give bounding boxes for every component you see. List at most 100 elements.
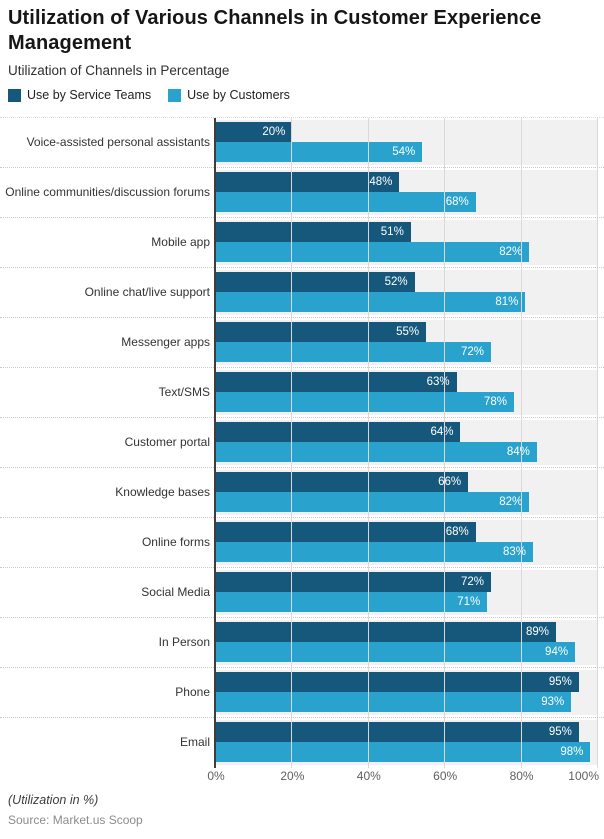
bar-group: Text/SMS 63% 78%: [0, 368, 604, 418]
bar-group: Mobile app 51% 82%: [0, 218, 604, 268]
bar-value-label: 55%: [396, 326, 420, 338]
bar-service-teams[interactable]: 55%: [216, 322, 427, 342]
bar-service-teams[interactable]: 52%: [216, 272, 415, 292]
plot-band: 95% 93%: [216, 670, 598, 715]
bar-value-label: 82%: [499, 496, 523, 508]
bar-value-label: 89%: [525, 626, 549, 638]
category-label: Knowledge bases: [115, 485, 210, 499]
bar-value-label: 51%: [380, 226, 404, 238]
bar-service-teams[interactable]: 64%: [216, 422, 461, 442]
bar-value-label: 48%: [369, 176, 393, 188]
bar-customers[interactable]: 98%: [216, 742, 591, 762]
bar-customers[interactable]: 82%: [216, 492, 530, 512]
bar-value-label: 71%: [457, 596, 481, 608]
bar-service-teams[interactable]: 95%: [216, 672, 579, 692]
chart-area: Voice-assisted personal assistants 20% 54%…: [0, 117, 604, 768]
bar-value-label: 98%: [560, 746, 584, 758]
bar-value-label: 68%: [445, 196, 469, 208]
bar-value-label: 95%: [548, 676, 572, 688]
category-label: Online communities/discussion forums: [5, 185, 210, 199]
bar-service-teams[interactable]: 68%: [216, 522, 476, 542]
bar-customers[interactable]: 72%: [216, 342, 492, 362]
plot-band: 55% 72%: [216, 320, 598, 365]
legend-item-service-teams[interactable]: Use by Service Teams: [8, 88, 151, 102]
x-axis-tick-label: 60%: [433, 769, 458, 783]
bar-group: Customer portal 64% 84%: [0, 418, 604, 468]
plot-band: 72% 71%: [216, 570, 598, 615]
bar-service-teams[interactable]: 66%: [216, 472, 469, 492]
bar-service-teams[interactable]: 72%: [216, 572, 492, 592]
source-note: Source: Market.us Scoop: [8, 813, 143, 827]
page-title: Utilization of Various Channels in Custo…: [8, 7, 542, 54]
category-label: Text/SMS: [158, 385, 210, 399]
bar-customers[interactable]: 71%: [216, 592, 488, 612]
bar-value-label: 82%: [499, 246, 523, 258]
bar-service-teams[interactable]: 20%: [216, 122, 293, 142]
bar-value-label: 95%: [548, 726, 572, 738]
legend: Use by Service Teams Use by Customers: [8, 88, 290, 102]
plot-band: 64% 84%: [216, 420, 598, 465]
bar-customers[interactable]: 94%: [216, 642, 576, 662]
chart-subtitle: Utilization of Channels in Percentage: [8, 63, 230, 78]
bar-group: Online chat/live support 52% 81%: [0, 268, 604, 318]
category-label: Customer portal: [124, 435, 210, 449]
plot-band: 52% 81%: [216, 270, 598, 315]
category-label: Social Media: [141, 585, 210, 599]
bar-value-label: 93%: [541, 696, 565, 708]
legend-item-customers[interactable]: Use by Customers: [168, 88, 290, 102]
plot-band: 68% 83%: [216, 520, 598, 565]
bar-value-label: 94%: [545, 646, 569, 658]
bar-service-teams[interactable]: 63%: [216, 372, 457, 392]
category-label: Email: [179, 735, 210, 749]
bar-customers[interactable]: 93%: [216, 692, 572, 712]
bar-value-label: 68%: [445, 526, 469, 538]
bar-group: In Person 89% 94%: [0, 618, 604, 668]
bar-value-label: 72%: [461, 346, 485, 358]
bar-group: Messenger apps 55% 72%: [0, 318, 604, 368]
bar-value-label: 20%: [262, 126, 286, 138]
bar-service-teams[interactable]: 95%: [216, 722, 579, 742]
bar-group: Email 95% 98%: [0, 718, 604, 768]
footnote: (Utilization in %): [8, 793, 99, 807]
bar-group: Online forms 68% 83%: [0, 518, 604, 568]
bar-customers[interactable]: 84%: [216, 442, 537, 462]
bar-value-label: 54%: [392, 146, 416, 158]
bar-customers[interactable]: 78%: [216, 392, 514, 412]
bar-value-label: 81%: [495, 296, 519, 308]
bar-service-teams[interactable]: 51%: [216, 222, 411, 242]
bar-value-label: 83%: [503, 546, 527, 558]
bar-group: Knowledge bases 66% 82%: [0, 468, 604, 518]
bar-value-label: 78%: [483, 396, 507, 408]
bar-customers[interactable]: 82%: [216, 242, 530, 262]
x-axis: 0% 20% 40% 60% 80% 100%: [0, 769, 604, 785]
bar-service-teams[interactable]: 89%: [216, 622, 556, 642]
plot-band: 63% 78%: [216, 370, 598, 415]
x-axis-tick-label: 40%: [356, 769, 381, 783]
bar-service-teams[interactable]: 48%: [216, 172, 400, 192]
bar-customers[interactable]: 81%: [216, 292, 526, 312]
category-label: Voice-assisted personal assistants: [26, 135, 210, 149]
bar-customers[interactable]: 68%: [216, 192, 476, 212]
bar-group: Online communities/discussion forums 48% 6…: [0, 168, 604, 218]
x-axis-tick-label: 20%: [280, 769, 305, 783]
plot-band: 66% 82%: [216, 470, 598, 515]
bar-customers[interactable]: 83%: [216, 542, 534, 562]
plot-band: 48% 68%: [216, 170, 598, 215]
y-axis-line: [214, 118, 216, 768]
bar-group: Phone 95% 93%: [0, 668, 604, 718]
category-label: Messenger apps: [121, 335, 210, 349]
legend-label: Use by Customers: [187, 88, 290, 102]
plot-band: 89% 94%: [216, 620, 598, 665]
category-label: Phone: [175, 685, 210, 699]
plot-band: 51% 82%: [216, 220, 598, 265]
bar-value-label: 63%: [426, 376, 450, 388]
x-axis-tick-label: 80%: [509, 769, 534, 783]
bar-value-label: 64%: [430, 426, 454, 438]
bar-group: Social Media 72% 71%: [0, 568, 604, 618]
bar-customers[interactable]: 54%: [216, 142, 423, 162]
bar-value-label: 52%: [384, 276, 408, 288]
x-axis-tick-label: 0%: [207, 769, 225, 783]
bar-value-label: 66%: [438, 476, 462, 488]
category-label: Online forms: [141, 535, 210, 549]
